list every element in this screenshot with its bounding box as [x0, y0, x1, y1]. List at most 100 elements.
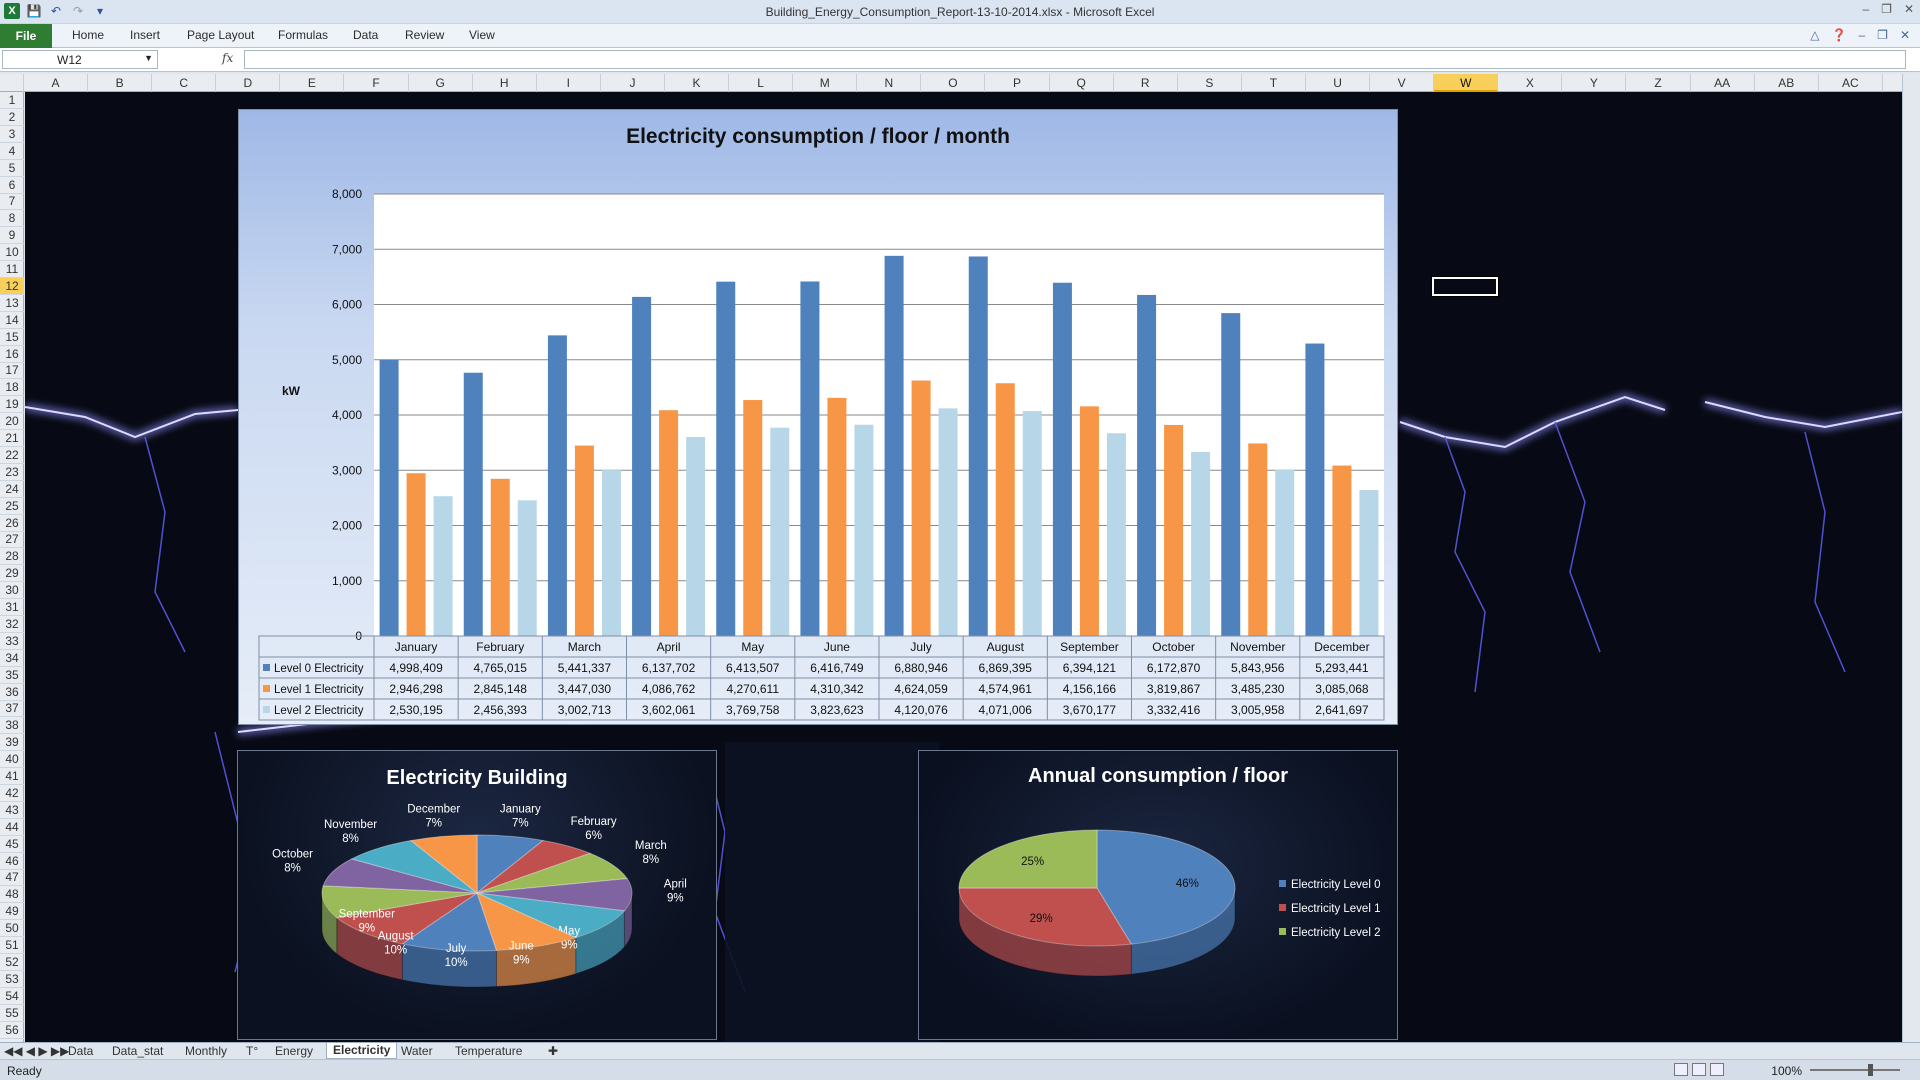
bar[interactable] — [1079, 406, 1099, 636]
column-header[interactable]: L — [729, 74, 794, 92]
column-header[interactable]: R — [1114, 74, 1178, 92]
column-header[interactable]: X — [1498, 74, 1563, 92]
restore-icon[interactable]: ❐ — [1881, 2, 1892, 16]
bar[interactable] — [1191, 451, 1211, 636]
pie-slice[interactable] — [476, 834, 545, 895]
column-header[interactable]: J — [601, 74, 665, 92]
bar[interactable] — [968, 256, 988, 636]
row-header[interactable]: 34 — [0, 650, 24, 667]
row-header[interactable]: 55 — [0, 1005, 24, 1022]
row-header[interactable]: 56 — [0, 1022, 24, 1039]
sheet-tab[interactable]: Energy — [275, 1044, 314, 1058]
zoom-slider-knob[interactable] — [1868, 1064, 1873, 1076]
chevron-down-icon[interactable]: ▼ — [144, 53, 153, 63]
row-header[interactable]: 54 — [0, 988, 24, 1005]
row-header[interactable]: 32 — [0, 616, 24, 633]
pie-slice[interactable] — [476, 839, 592, 894]
bar[interactable] — [517, 500, 537, 636]
column-header[interactable]: D — [216, 74, 281, 92]
formula-input[interactable] — [244, 50, 1906, 69]
row-header[interactable]: 46 — [0, 853, 24, 870]
column-header[interactable]: S — [1178, 74, 1242, 92]
bar[interactable] — [1359, 490, 1379, 636]
row-header[interactable]: 6 — [0, 177, 24, 194]
page-layout-view-icon[interactable] — [1692, 1063, 1706, 1076]
electricity-column-chart[interactable]: Electricity consumption / floor / month … — [238, 109, 1398, 725]
save-icon[interactable]: 💾 — [26, 4, 42, 18]
row-header[interactable]: 2 — [0, 109, 24, 126]
undo-icon[interactable]: ↶ — [50, 4, 62, 18]
tab-data[interactable]: Data — [353, 28, 379, 42]
row-header[interactable]: 25 — [0, 498, 24, 515]
row-header[interactable]: 9 — [0, 227, 24, 245]
zoom-level[interactable]: 100% — [1771, 1064, 1802, 1078]
column-header[interactable]: I — [537, 74, 601, 92]
row-header[interactable]: 40 — [0, 751, 24, 769]
row-header[interactable]: 1 — [0, 92, 24, 109]
column-header[interactable]: A — [24, 74, 89, 92]
bar[interactable] — [379, 359, 399, 636]
row-header[interactable]: 42 — [0, 785, 24, 802]
row-header[interactable]: 31 — [0, 599, 24, 616]
bar[interactable] — [1137, 294, 1157, 636]
pie-slice[interactable] — [958, 887, 1133, 947]
pie-slice[interactable] — [335, 892, 478, 945]
bar[interactable] — [1275, 469, 1295, 636]
row-header[interactable]: 39 — [0, 734, 24, 752]
row-header[interactable]: 47 — [0, 869, 24, 887]
column-header[interactable]: Y — [1562, 74, 1627, 92]
workbook-minimize-icon[interactable]: – — [1858, 28, 1866, 42]
row-header[interactable]: 19 — [0, 396, 24, 414]
pie-slice[interactable] — [476, 892, 578, 952]
pie-slice[interactable] — [1096, 829, 1236, 945]
bar[interactable] — [686, 436, 706, 636]
bar[interactable] — [770, 427, 790, 636]
help-icon[interactable]: ❓ — [1831, 28, 1847, 42]
insert-sheet-icon[interactable]: ✚ — [548, 1044, 559, 1058]
row-header[interactable]: 21 — [0, 430, 24, 447]
column-header[interactable]: T — [1242, 74, 1306, 92]
bar[interactable] — [433, 496, 453, 636]
row-header[interactable]: 30 — [0, 582, 24, 600]
row-header[interactable]: 28 — [0, 548, 24, 566]
sheet-tab[interactable]: Temperature — [455, 1044, 523, 1058]
bar[interactable] — [574, 445, 594, 636]
bar[interactable] — [884, 255, 904, 636]
bar[interactable] — [1164, 424, 1184, 636]
minimize-ribbon-icon[interactable]: △ — [1810, 28, 1820, 42]
row-header[interactable]: 4 — [0, 143, 24, 160]
row-header[interactable]: 10 — [0, 244, 24, 262]
column-header[interactable]: E — [280, 74, 345, 92]
bar[interactable] — [938, 408, 958, 636]
select-all-corner[interactable] — [0, 74, 24, 92]
row-header[interactable]: 44 — [0, 819, 24, 836]
row-header[interactable]: 23 — [0, 464, 24, 481]
row-header[interactable]: 13 — [0, 295, 24, 312]
redo-icon[interactable]: ↷ — [72, 4, 84, 18]
normal-view-icon[interactable] — [1674, 1063, 1688, 1076]
tab-home[interactable]: Home — [72, 28, 105, 42]
row-header[interactable]: 3 — [0, 126, 24, 143]
column-header[interactable]: H — [473, 74, 537, 92]
row-header[interactable]: 22 — [0, 447, 24, 464]
row-header[interactable]: 26 — [0, 515, 24, 532]
column-header[interactable]: U — [1306, 74, 1371, 92]
row-header[interactable]: 36 — [0, 684, 24, 701]
column-header[interactable]: O — [921, 74, 986, 92]
sheet-tab[interactable]: Data_stat — [112, 1044, 164, 1058]
row-header[interactable]: 20 — [0, 413, 24, 431]
column-header[interactable]: P — [986, 74, 1050, 92]
row-header[interactable]: 11 — [0, 261, 24, 278]
bar[interactable] — [995, 383, 1015, 636]
vertical-scrollbar[interactable] — [1902, 74, 1920, 1042]
row-header[interactable]: 17 — [0, 362, 24, 380]
bar[interactable] — [911, 380, 931, 636]
column-header[interactable]: Q — [1050, 74, 1114, 92]
excel-logo-icon[interactable]: X — [4, 3, 20, 19]
sheet-tab[interactable]: Monthly — [185, 1044, 228, 1058]
bar[interactable] — [1022, 411, 1042, 636]
bar[interactable] — [406, 473, 426, 636]
tab-view[interactable]: View — [469, 28, 495, 42]
pie-slice[interactable] — [958, 829, 1098, 889]
sheet-tab[interactable]: Electricity — [326, 1043, 398, 1059]
